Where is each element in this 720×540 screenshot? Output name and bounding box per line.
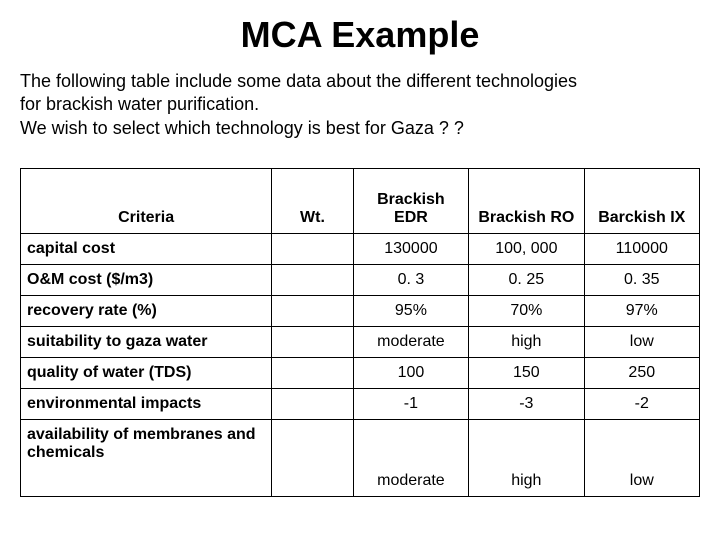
wt-cell	[272, 327, 353, 358]
value-cell: -2	[584, 389, 699, 420]
value-cell: 97%	[584, 296, 699, 327]
mca-table: Criteria Wt. Brackish EDR Brackish RO Ba…	[20, 168, 700, 497]
table-row: suitability to gaza water moderatehighlow	[21, 327, 700, 358]
col-wt: Wt.	[272, 169, 353, 234]
value-cell: low	[584, 420, 699, 497]
value-cell: -1	[353, 389, 468, 420]
value-cell: moderate	[353, 327, 468, 358]
criteria-cell: quality of water (TDS)	[21, 358, 272, 389]
col-edr: Brackish EDR	[353, 169, 468, 234]
table-row: O&M cost ($/m3) 0. 30. 250. 35	[21, 265, 700, 296]
value-cell: 0. 3	[353, 265, 468, 296]
value-cell: moderate	[353, 420, 468, 497]
page-title: MCA Example	[20, 14, 700, 56]
value-cell: 100, 000	[469, 234, 584, 265]
value-cell: high	[469, 420, 584, 497]
wt-cell	[272, 296, 353, 327]
wt-cell	[272, 389, 353, 420]
wt-cell	[272, 265, 353, 296]
criteria-cell: availability of membranes and chemicals	[21, 420, 272, 497]
criteria-cell: capital cost	[21, 234, 272, 265]
criteria-cell: suitability to gaza water	[21, 327, 272, 358]
criteria-cell: O&M cost ($/m3)	[21, 265, 272, 296]
value-cell: low	[584, 327, 699, 358]
table-row: availability of membranes and chemicals m…	[21, 420, 700, 497]
wt-cell	[272, 420, 353, 497]
table-row: environmental impacts -1-3-2	[21, 389, 700, 420]
table-header-row: Criteria Wt. Brackish EDR Brackish RO Ba…	[21, 169, 700, 234]
value-cell: 70%	[469, 296, 584, 327]
col-criteria: Criteria	[21, 169, 272, 234]
value-cell: -3	[469, 389, 584, 420]
slide: MCA Example The following table include …	[0, 0, 720, 540]
table-row: capital cost 130000100, 000110000	[21, 234, 700, 265]
value-cell: high	[469, 327, 584, 358]
table-row: quality of water (TDS) 100150250	[21, 358, 700, 389]
value-cell: 95%	[353, 296, 468, 327]
wt-cell	[272, 358, 353, 389]
col-ro: Brackish RO	[469, 169, 584, 234]
value-cell: 150	[469, 358, 584, 389]
criteria-cell: recovery rate (%)	[21, 296, 272, 327]
value-cell: 0. 35	[584, 265, 699, 296]
col-ix: Barckish IX	[584, 169, 699, 234]
table-row: recovery rate (%) 95%70%97%	[21, 296, 700, 327]
criteria-cell: environmental impacts	[21, 389, 272, 420]
intro-text: The following table include some data ab…	[20, 70, 700, 140]
value-cell: 100	[353, 358, 468, 389]
value-cell: 0. 25	[469, 265, 584, 296]
value-cell: 250	[584, 358, 699, 389]
wt-cell	[272, 234, 353, 265]
value-cell: 130000	[353, 234, 468, 265]
value-cell: 110000	[584, 234, 699, 265]
